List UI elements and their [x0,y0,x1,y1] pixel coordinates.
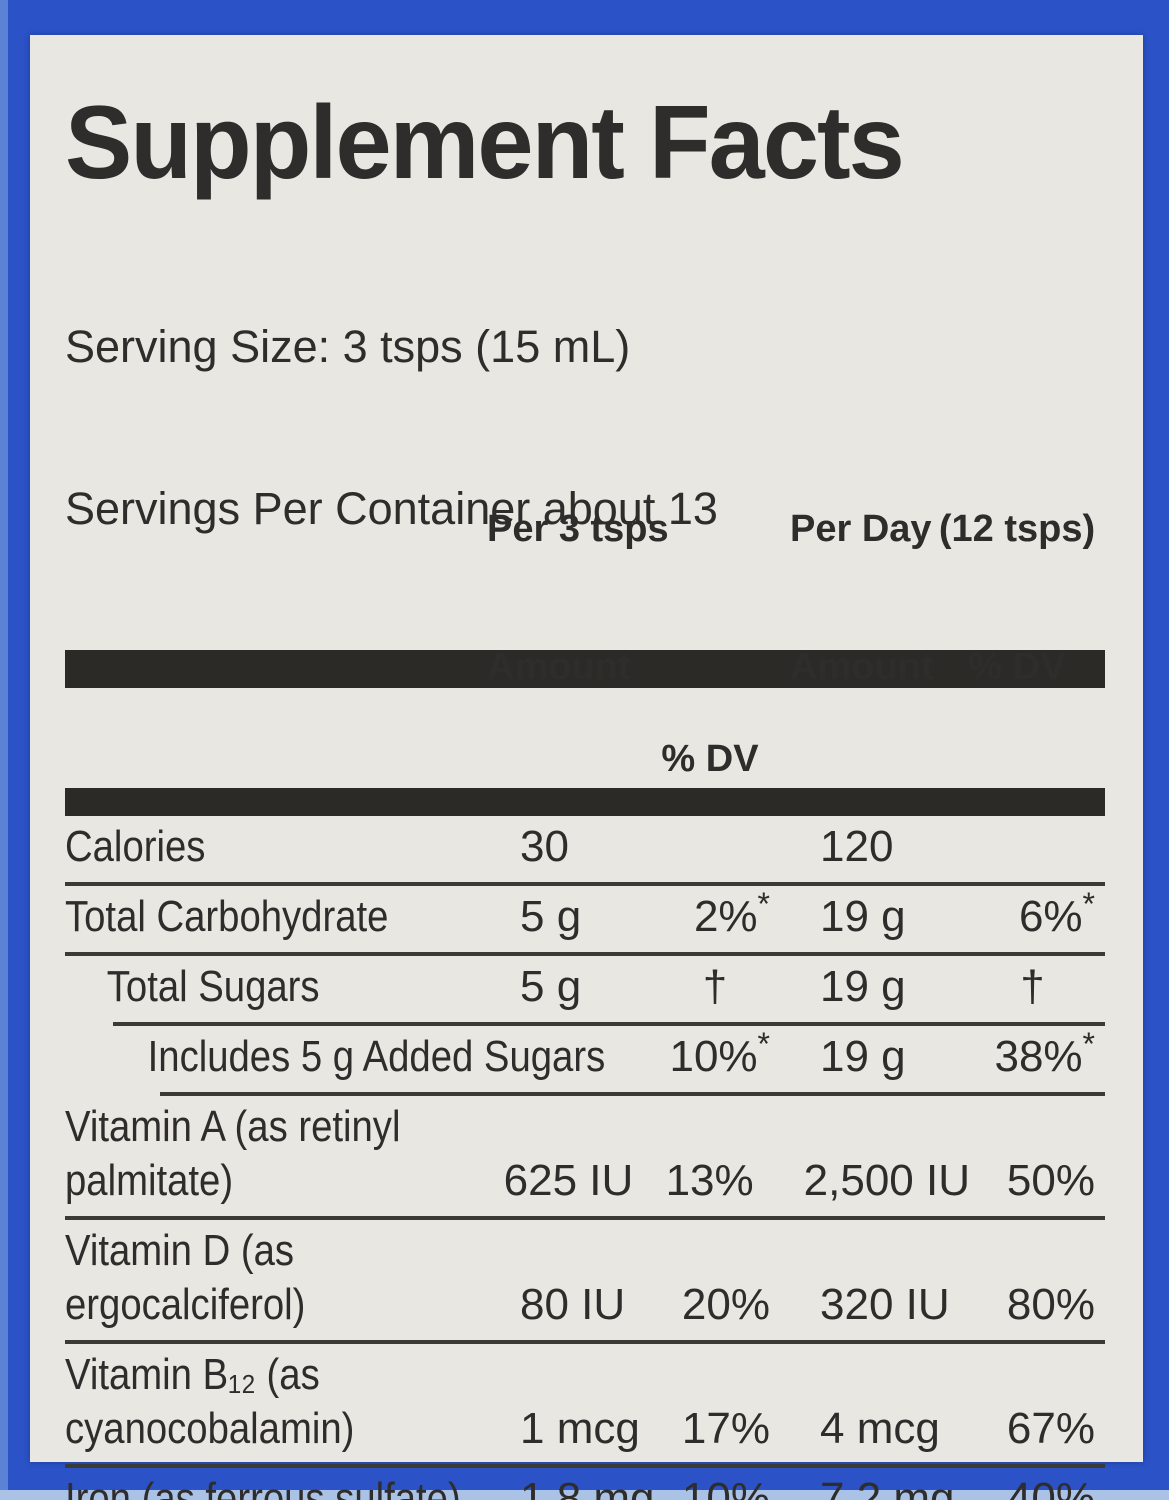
nutrient-name: Vitamin D (as ergocalciferol) [65,1226,306,1329]
serving-info: Serving Size: 3 tsps (15 mL) Servings Pe… [65,212,1105,644]
amount-per-day: 4 mcg [820,1404,940,1453]
column-header-percent-dv-12-tsps: (12 tsps) % DV [938,508,1096,688]
amount-per-day: 19 g [820,892,906,941]
amount-per-day: 2,500 IU [803,1156,970,1205]
supplement-facts-panel: Supplement Facts Serving Size: 3 tsps (1… [30,35,1143,1500]
row-separator [65,882,1105,886]
nutrient-row: Total Carbohydrate 5 g 2%* 19 g 6%* [65,886,1105,952]
row-separator [65,1464,1105,1468]
nutrient-row: Vitamin B₁₂ (as cyanocobalamin) 1 mcg 17… [65,1344,1105,1464]
border-highlight-left [0,0,8,1500]
nutrient-name: Calories [65,822,206,871]
amount-per-day: 120 [820,822,894,871]
nutrient-row: Vitamin A (as retinyl palmitate) 625 IU … [65,1096,1105,1216]
nutrient-row: Vitamin D (as ergocalciferol) 80 IU 20% … [65,1220,1105,1340]
nutrient-name: Includes 5 g Added Sugars [147,1032,606,1081]
amount-per-3-tsps: 30 [520,822,569,871]
amount-per-3-tsps: 625 IU [503,1156,634,1205]
percent-dv-per-day: † [1020,962,1045,1011]
column-header-per-day-amount: Per Day Amount [790,508,934,688]
row-separator [160,1092,1105,1096]
amount-per-3-tsps: 1 mcg [520,1404,640,1453]
percent-dv-per-day: 40% [1006,1474,1095,1500]
amount-per-3-tsps: 80 IU [520,1280,626,1329]
column-headers: Per 3 tsps Amount % DV Per Day Amount (1… [65,508,1105,788]
nutrient-name: Total Sugars [106,962,320,1011]
percent-dv-per-3-tsps: 20% [681,1280,770,1329]
nutrient-name: Vitamin A (as retinyl palmitate) [65,1102,401,1205]
amount-per-3-tsps: 5 g [520,962,582,1011]
amount-per-day: 7.2 mg [820,1474,955,1500]
amount-per-day: 19 g [820,1032,906,1081]
facts-rows: Calories 30 120 Total Carbohydrate 5 g 2… [65,816,1105,1500]
amount-per-3-tsps: 1.8 mg [520,1474,655,1500]
percent-dv-per-day: 80% [1006,1280,1095,1329]
border-highlight-bottom [0,1490,1169,1500]
percent-dv-per-3-tsps: 13% [665,1156,754,1205]
percent-dv-per-3-tsps: † [702,962,728,1011]
panel-title: Supplement Facts [65,85,905,201]
percent-dv-per-3-tsps: 10%* [669,1026,770,1081]
row-separator [113,1022,1105,1026]
nutrient-name: Total Carbohydrate [65,892,389,941]
column-header-percent-dv-1: % DV [661,738,759,780]
row-separator [65,1216,1105,1220]
percent-dv-per-day: 67% [1006,1404,1095,1453]
thick-rule-header [65,788,1105,816]
nutrient-name: Iron (as ferrous sulfate) [65,1474,461,1500]
percent-dv-per-3-tsps: 10% [681,1474,770,1500]
nutrient-row: Includes 5 g Added Sugars 10%* 19 g 38%* [65,1026,1105,1092]
column-header-per-3-tsps-amount: Per 3 tsps Amount [487,508,669,688]
panel-content: Supplement Facts Serving Size: 3 tsps (1… [65,35,1105,1500]
nutrient-row: Total Sugars 5 g † 19 g † [65,956,1105,1022]
percent-dv-per-day: 38%* [994,1026,1095,1081]
amount-per-day: 320 IU [820,1280,950,1329]
percent-dv-per-3-tsps: 17% [681,1404,770,1453]
serving-size: Serving Size: 3 tsps (15 mL) [65,321,631,372]
thick-rule-top [65,650,1105,688]
percent-dv-per-day: 50% [1006,1156,1095,1205]
row-separator [65,952,1105,956]
servings-per-container: Servings Per Container about 13 [65,483,718,534]
amount-per-day: 19 g [820,962,906,1011]
nutrient-row: Calories 30 120 [65,816,1105,882]
amount-per-3-tsps: 5 g [520,892,582,941]
row-separator [65,1340,1105,1344]
percent-dv-per-day: 6%* [1018,886,1095,941]
percent-dv-per-3-tsps: 2%* [693,886,770,941]
nutrient-name: Vitamin B₁₂ (as cyanocobalamin) [65,1350,355,1453]
nutrient-row: Iron (as ferrous sulfate) 1.8 mg 10% 7.2… [65,1468,1105,1500]
